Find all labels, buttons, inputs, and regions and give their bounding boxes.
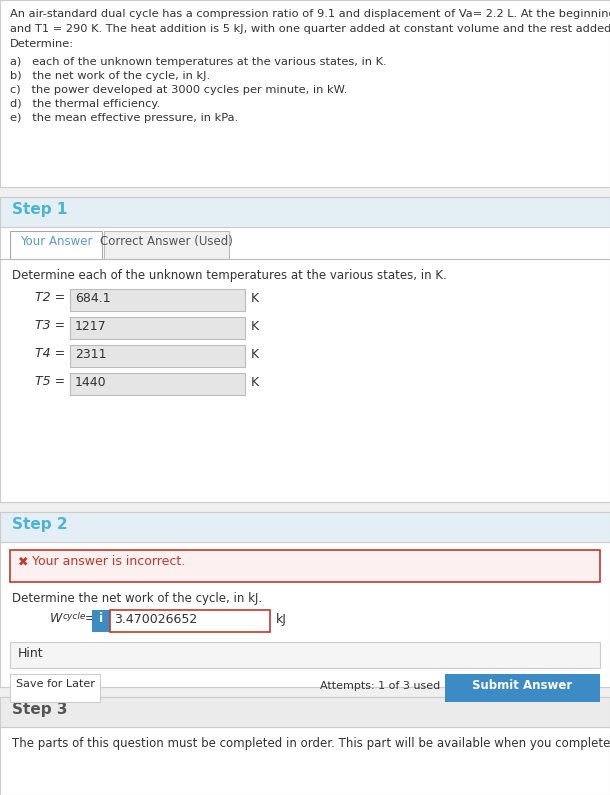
Text: Save for Later: Save for Later [16, 679, 95, 689]
Text: Determine:: Determine: [10, 39, 74, 49]
Text: T5 =: T5 = [35, 375, 65, 388]
FancyBboxPatch shape [0, 687, 610, 697]
FancyBboxPatch shape [92, 610, 110, 632]
Text: cycle: cycle [63, 612, 87, 621]
Text: Step 2: Step 2 [12, 517, 68, 532]
Text: 1217: 1217 [75, 320, 107, 333]
Text: An air-standard dual cycle has a compression ratio of 9.1 and displacement of Va: An air-standard dual cycle has a compres… [10, 9, 610, 19]
FancyBboxPatch shape [0, 187, 610, 197]
Text: The parts of this question must be completed in order. This part will be availab: The parts of this question must be compl… [12, 737, 610, 750]
FancyBboxPatch shape [0, 697, 610, 727]
Text: 2311: 2311 [75, 348, 107, 361]
Text: K: K [251, 320, 259, 333]
FancyBboxPatch shape [70, 373, 245, 395]
Text: K: K [251, 292, 259, 305]
Text: T3 =: T3 = [35, 319, 65, 332]
Text: b)   the net work of the cycle, in kJ.: b) the net work of the cycle, in kJ. [10, 71, 210, 81]
Text: T4 =: T4 = [35, 347, 65, 360]
Text: Attempts: 1 of 3 used: Attempts: 1 of 3 used [320, 681, 440, 691]
Text: K: K [251, 348, 259, 361]
Text: Step 3: Step 3 [12, 702, 68, 717]
FancyBboxPatch shape [10, 231, 102, 259]
FancyBboxPatch shape [0, 502, 610, 512]
Text: Your answer is incorrect.: Your answer is incorrect. [32, 555, 185, 568]
FancyBboxPatch shape [110, 610, 270, 632]
FancyBboxPatch shape [0, 197, 610, 227]
Text: 1440: 1440 [75, 376, 107, 389]
FancyBboxPatch shape [70, 345, 245, 367]
Text: a)   each of the unknown temperatures at the various states, in K.: a) each of the unknown temperatures at t… [10, 57, 387, 67]
Text: =: = [85, 612, 96, 625]
FancyBboxPatch shape [0, 227, 610, 502]
Text: i: i [99, 612, 103, 625]
Text: K: K [251, 376, 259, 389]
FancyBboxPatch shape [10, 550, 600, 582]
Text: Step 1: Step 1 [12, 202, 67, 217]
Text: Submit Answer: Submit Answer [472, 679, 573, 692]
FancyBboxPatch shape [10, 642, 600, 668]
Text: ✖: ✖ [18, 555, 29, 568]
Text: T2 =: T2 = [35, 291, 65, 304]
FancyBboxPatch shape [0, 197, 610, 502]
Text: W: W [49, 612, 62, 625]
Text: Your Answer: Your Answer [20, 235, 92, 248]
Text: Hint: Hint [18, 647, 44, 660]
FancyBboxPatch shape [0, 697, 610, 795]
FancyBboxPatch shape [70, 317, 245, 339]
FancyBboxPatch shape [70, 289, 245, 311]
Text: and T1 = 290 K. The heat addition is 5 kJ, with one quarter added at constant vo: and T1 = 290 K. The heat addition is 5 k… [10, 24, 610, 34]
Text: Determine each of the unknown temperatures at the various states, in K.: Determine each of the unknown temperatur… [12, 269, 447, 282]
Text: e)   the mean effective pressure, in kPa.: e) the mean effective pressure, in kPa. [10, 113, 238, 123]
FancyBboxPatch shape [0, 0, 610, 187]
FancyBboxPatch shape [0, 512, 610, 687]
Text: kJ: kJ [276, 613, 287, 626]
FancyBboxPatch shape [104, 231, 229, 259]
Text: Correct Answer (Used): Correct Answer (Used) [100, 235, 233, 248]
FancyBboxPatch shape [0, 542, 610, 687]
FancyBboxPatch shape [10, 674, 100, 702]
Text: 684.1: 684.1 [75, 292, 110, 305]
Text: c)   the power developed at 3000 cycles per minute, in kW.: c) the power developed at 3000 cycles pe… [10, 85, 347, 95]
Text: d)   the thermal efficiency.: d) the thermal efficiency. [10, 99, 160, 109]
Text: 3.470026652: 3.470026652 [114, 613, 197, 626]
FancyBboxPatch shape [0, 512, 610, 542]
FancyBboxPatch shape [0, 727, 610, 795]
Text: Determine the net work of the cycle, in kJ.: Determine the net work of the cycle, in … [12, 592, 262, 605]
FancyBboxPatch shape [445, 674, 600, 702]
